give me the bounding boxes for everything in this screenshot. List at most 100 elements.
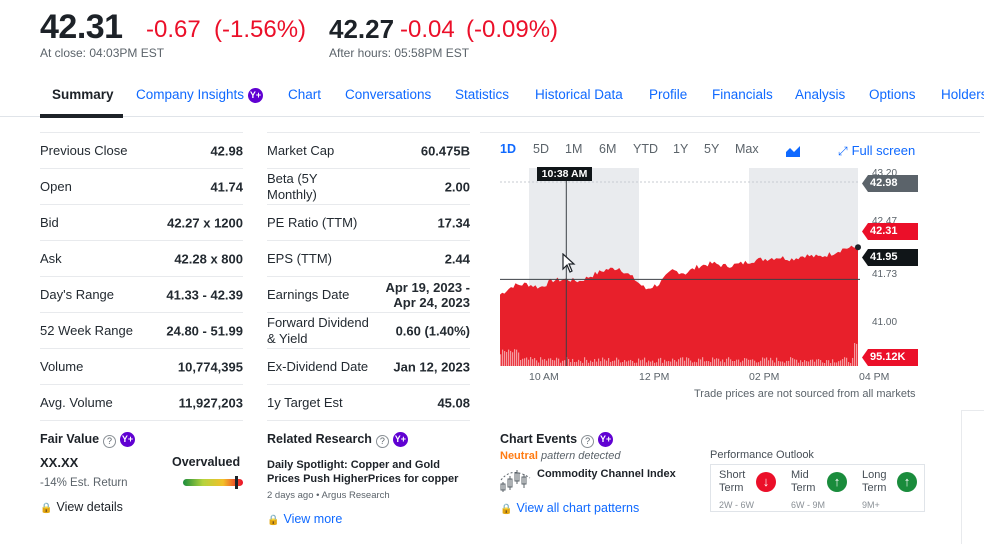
volume-bar (630, 359, 632, 366)
volume-bar (538, 362, 540, 366)
price-change: -0.67 (146, 16, 201, 43)
volume-bar (700, 359, 702, 366)
volume-bar (820, 360, 822, 366)
volume-bar (812, 359, 814, 366)
tab-holders[interactable]: Holders (941, 87, 984, 102)
help-icon[interactable]: ? (581, 435, 595, 448)
tab-analysis[interactable]: Analysis (795, 87, 846, 102)
volume-bar (726, 358, 728, 366)
volume-bar (702, 357, 704, 366)
volume-bar (678, 359, 680, 366)
volume-bar (840, 360, 842, 366)
stat-row: PE Ratio (TTM) 17.34 (267, 205, 470, 241)
volume-bar (720, 361, 722, 366)
stat-value: 0.60 (1.40%) (395, 323, 470, 338)
volume-bar (516, 349, 518, 366)
stat-row: Volume 10,774,395 (40, 349, 243, 385)
lock-icon: 🔒 (267, 515, 280, 526)
tab-profile[interactable]: Profile (649, 87, 688, 102)
x-tick-label: 04 PM (859, 371, 889, 383)
volume-bar (606, 360, 608, 366)
tab-conversations[interactable]: Conversations (345, 87, 432, 102)
volume-bar (540, 357, 542, 366)
volume-bar (696, 362, 698, 366)
range-max[interactable]: Max (735, 142, 759, 156)
tab-options[interactable]: Options (869, 87, 916, 102)
stat-value: 41.33 - 42.39 (166, 287, 243, 302)
tab-chart[interactable]: Chart (288, 87, 322, 102)
plus-badge-icon: Y+ (598, 432, 614, 447)
volume-bar (640, 360, 642, 366)
area-chart-icon[interactable] (785, 144, 801, 158)
research-headline[interactable]: Daily Spotlight: Copper and Gold Prices … (267, 459, 459, 485)
range-5y[interactable]: 5Y (704, 142, 720, 156)
tab-historical-data[interactable]: Historical Data (535, 87, 623, 102)
candlestick-pattern-icon (500, 470, 531, 492)
stat-value: 42.27 x 1200 (167, 215, 243, 230)
x-tick-label: 02 PM (749, 371, 779, 383)
range-ytd[interactable]: YTD (633, 142, 658, 156)
help-icon[interactable]: ? (375, 435, 389, 448)
volume-bar (712, 357, 714, 366)
stat-row: Market Cap 60.475B (267, 133, 470, 169)
volume-bar (548, 358, 550, 366)
volume-bar (506, 352, 508, 366)
volume-bar (672, 358, 674, 366)
volume-bar (510, 350, 512, 366)
volume-bar (752, 359, 754, 366)
x-tick-label: 12 PM (639, 371, 669, 383)
volume-bar (828, 360, 830, 366)
fair-value-amount: XX.XX (40, 455, 79, 470)
volume-bar (612, 360, 614, 366)
volume-bar (570, 362, 572, 366)
stat-row: Forward Dividend & Yield 0.60 (1.40%) (267, 313, 470, 349)
volume-bar (544, 359, 546, 366)
stat-value: 60.475B (420, 143, 470, 158)
volume-bar (792, 358, 794, 366)
stat-row: Earnings Date Apr 19, 2023 - Apr 24, 2023 (267, 277, 470, 313)
volume-bar (764, 358, 766, 366)
view-more-link[interactable]: 🔒 View more (267, 512, 342, 526)
tab-company-insights[interactable]: Company Insights Y+ (136, 87, 264, 103)
range-1y[interactable]: 1Y (673, 142, 689, 156)
volume-bar (686, 357, 688, 366)
est-return: -14% Est. Return (40, 477, 128, 489)
volume-bar (724, 362, 726, 366)
range-1d[interactable]: 1D (500, 142, 516, 156)
performance-outlook-box: Short Term 2W - 6W ↓ Mid Term 6W - 9M ↑ … (710, 464, 925, 512)
volume-bar (658, 358, 660, 366)
range-5d[interactable]: 5D (533, 142, 549, 156)
price-chart[interactable]: 43.20 42.47 41.73 41.00 10 AM 12 PM 02 P… (500, 168, 922, 384)
view-details-link[interactable]: 🔒 View details (40, 500, 123, 514)
price-area (500, 245, 858, 366)
quote-tabs: Summary Company Insights Y+ Chart Convers… (0, 84, 984, 118)
volume-bar (740, 362, 742, 366)
stat-label: Ex-Dividend Date (267, 358, 369, 374)
tab-financials[interactable]: Financials (712, 87, 773, 102)
tab-statistics[interactable]: Statistics (455, 87, 510, 102)
full-screen-button[interactable]: ⤢ Full screen (838, 143, 915, 159)
volume-bar (810, 359, 812, 366)
arrow-down-icon: ↓ (756, 472, 776, 492)
view-all-patterns-link[interactable]: 🔒 View all chart patterns (500, 501, 639, 515)
volume-bar (850, 362, 852, 366)
tab-active-indicator (40, 114, 123, 118)
chart-top-border (480, 132, 980, 133)
volume-bar (788, 360, 790, 366)
volume-bar (588, 362, 590, 366)
volume-bar (526, 357, 528, 366)
volume-bar (582, 362, 584, 366)
lock-icon: 🔒 (500, 504, 513, 515)
volume-bar (836, 362, 838, 366)
volume-bar (780, 361, 782, 366)
stat-label: Market Cap (267, 142, 335, 158)
after-hours-change-percent: (-0.09%) (466, 16, 559, 43)
volume-bar (514, 349, 516, 366)
tab-summary[interactable]: Summary (52, 87, 114, 102)
valuation-verdict: Overvalued (172, 455, 241, 469)
range-6m[interactable]: 6M (599, 142, 617, 156)
range-1m[interactable]: 1M (565, 142, 583, 156)
volume-bars (500, 343, 858, 366)
help-icon[interactable]: ? (103, 435, 117, 448)
volume-bar (580, 361, 582, 366)
